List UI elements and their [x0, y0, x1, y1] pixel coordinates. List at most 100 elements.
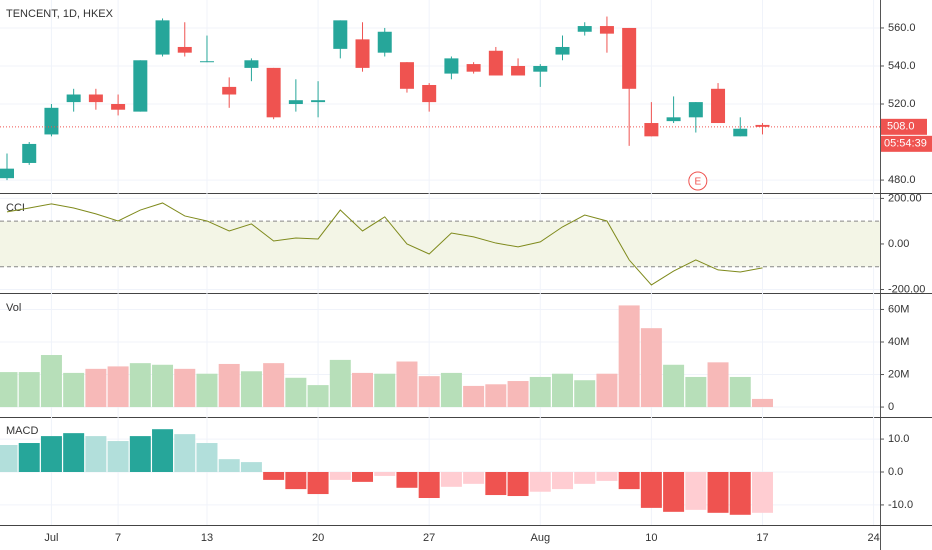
- x-tick-label: 10: [645, 532, 657, 544]
- volume-bar: [196, 373, 218, 408]
- candle-body: [555, 46, 570, 55]
- candle-body: [399, 62, 414, 89]
- x-tick-label: 27: [423, 532, 435, 544]
- macd-bar: [329, 471, 351, 480]
- volume-bar: [596, 373, 618, 408]
- volume-bar: [507, 381, 529, 408]
- volume-bar: [352, 372, 374, 408]
- macd-bar: [107, 441, 129, 472]
- volume-bar: [685, 376, 707, 408]
- candle-body: [66, 94, 81, 103]
- macd-bar: [618, 471, 640, 490]
- macd-bar: [707, 471, 729, 513]
- y-tick-label: 60M: [888, 303, 909, 315]
- macd-bar: [485, 471, 507, 496]
- candle-body: [222, 86, 237, 95]
- volume-bar: [218, 363, 240, 408]
- volume-bar: [396, 361, 418, 408]
- candle-body: [755, 124, 770, 127]
- pane-title: CCI: [6, 202, 25, 214]
- event-label: E: [694, 177, 701, 188]
- y-tick-label: 0.00: [888, 238, 909, 250]
- macd-bar: [196, 443, 218, 472]
- candle-body: [177, 46, 192, 53]
- candle-body: [577, 26, 592, 32]
- macd-bar: [596, 471, 618, 481]
- volume-bar: [85, 368, 107, 408]
- y-tick-label: 10.0: [888, 433, 909, 445]
- macd-bar: [440, 471, 462, 487]
- volume-bar: [374, 373, 396, 408]
- countdown-box: [881, 135, 932, 152]
- volume-bar: [0, 372, 18, 408]
- candle-body: [311, 100, 326, 103]
- macd-bar: [40, 436, 62, 472]
- volume-bar: [63, 372, 85, 408]
- x-tick-label: 24: [867, 532, 879, 544]
- pane-title: MACD: [6, 425, 38, 437]
- candle-body: [733, 128, 748, 137]
- macd-bar: [685, 471, 707, 510]
- volume-bar: [751, 398, 773, 408]
- macd-bar: [285, 471, 307, 490]
- candle-body: [0, 168, 14, 179]
- macd-bar: [552, 471, 573, 490]
- candle-body: [666, 117, 681, 122]
- macd-bar: [240, 462, 262, 472]
- candle-body: [244, 60, 259, 68]
- macd-bar: [507, 471, 529, 497]
- macd-bar: [396, 471, 418, 488]
- x-tick-label: 17: [756, 532, 768, 544]
- volume-bar: [418, 376, 440, 408]
- macd-bar: [640, 471, 662, 508]
- y-tick-label: 20M: [888, 368, 909, 380]
- candle-body: [644, 123, 659, 137]
- x-tick-label: 7: [115, 532, 121, 544]
- macd-bar: [574, 471, 596, 484]
- candle-body: [444, 58, 459, 74]
- macd-bar: [18, 443, 40, 472]
- y-tick-label: 0: [888, 401, 894, 413]
- volume-bar: [729, 376, 751, 408]
- candle-body: [88, 94, 103, 103]
- macd-bar: [529, 471, 551, 492]
- y-tick-label: 480.0: [888, 174, 916, 186]
- macd-bar: [307, 471, 329, 495]
- candle-body: [488, 50, 503, 76]
- candle-body: [511, 65, 526, 76]
- macd-bar: [85, 436, 107, 472]
- candle-body: [288, 100, 303, 105]
- y-tick-label: 520.0: [888, 98, 916, 110]
- pane-title: Vol: [6, 302, 21, 314]
- y-tick-label: -10.0: [888, 499, 913, 511]
- volume-bar: [529, 376, 551, 408]
- macd-bar: [174, 434, 196, 472]
- x-tick-label: Aug: [530, 532, 550, 544]
- x-tick-label: Jul: [44, 532, 58, 544]
- volume-bar: [329, 359, 351, 408]
- candle-body: [599, 26, 614, 34]
- candle-body: [377, 31, 392, 53]
- y-tick-label: 560.0: [888, 22, 916, 34]
- volume-bar: [552, 373, 573, 408]
- x-tick-label: 20: [312, 532, 324, 544]
- macd-bar: [352, 471, 374, 482]
- y-tick-label: 0.0: [888, 466, 903, 478]
- candle-body: [422, 84, 437, 103]
- candle-body: [111, 104, 126, 110]
- volume-bar: [285, 377, 307, 408]
- y-tick-label: 200.00: [888, 192, 922, 204]
- candle-body: [133, 60, 148, 112]
- candle-body: [333, 20, 348, 49]
- volume-bar: [707, 362, 729, 408]
- macd-bar: [751, 471, 773, 513]
- cci-line: [6, 202, 763, 286]
- candle-body: [688, 102, 703, 118]
- volume-bar: [640, 328, 662, 408]
- candle-body: [44, 107, 59, 135]
- volume-bar: [18, 372, 40, 408]
- macd-bar: [152, 429, 174, 472]
- macd-bar: [263, 471, 285, 480]
